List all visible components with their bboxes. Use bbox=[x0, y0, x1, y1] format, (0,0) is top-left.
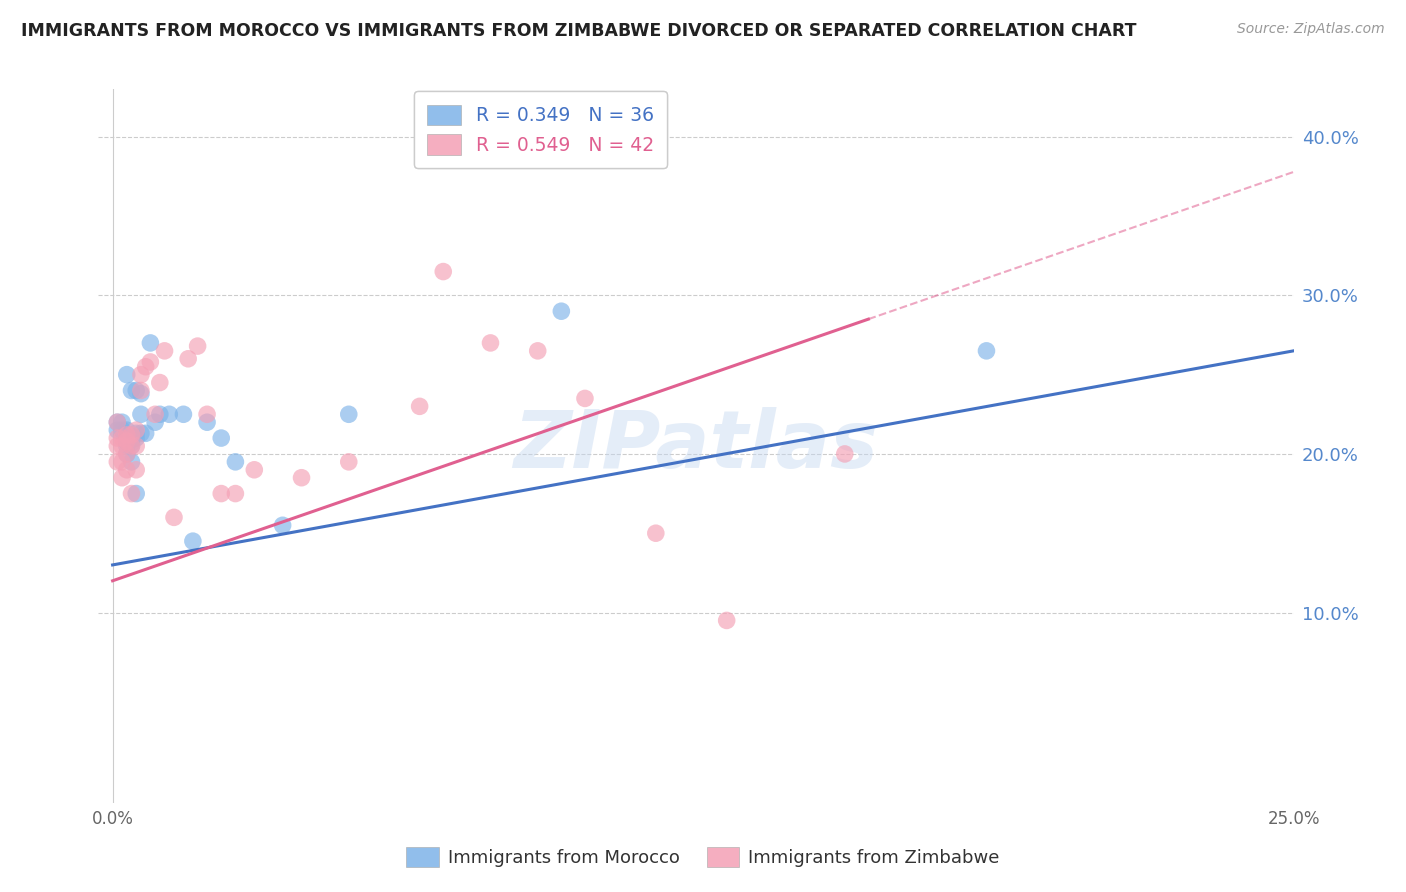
Point bbox=[526, 343, 548, 358]
Point bbox=[115, 431, 138, 445]
Point bbox=[125, 463, 148, 477]
Point bbox=[125, 423, 148, 437]
Point bbox=[157, 407, 180, 421]
Point bbox=[550, 304, 572, 318]
Point bbox=[125, 431, 148, 445]
Point bbox=[129, 386, 152, 401]
Point bbox=[243, 463, 266, 477]
Point bbox=[121, 428, 143, 442]
Point bbox=[105, 415, 128, 429]
Point bbox=[121, 486, 143, 500]
Point bbox=[177, 351, 200, 366]
Point bbox=[105, 415, 128, 429]
Point bbox=[337, 455, 360, 469]
Point bbox=[111, 431, 134, 445]
Point bbox=[115, 439, 138, 453]
Point bbox=[143, 415, 166, 429]
Point bbox=[121, 439, 143, 453]
Legend: R = 0.349   N = 36, R = 0.549   N = 42: R = 0.349 N = 36, R = 0.549 N = 42 bbox=[413, 92, 668, 168]
Legend: Immigrants from Morocco, Immigrants from Zimbabwe: Immigrants from Morocco, Immigrants from… bbox=[399, 839, 1007, 874]
Point bbox=[163, 510, 186, 524]
Point bbox=[115, 428, 138, 442]
Point bbox=[337, 407, 360, 421]
Point bbox=[129, 368, 152, 382]
Point bbox=[135, 359, 157, 374]
Point bbox=[115, 447, 138, 461]
Point bbox=[121, 431, 143, 445]
Point bbox=[644, 526, 666, 541]
Point bbox=[111, 471, 134, 485]
Point bbox=[129, 407, 152, 421]
Point bbox=[111, 455, 134, 469]
Point bbox=[195, 407, 218, 421]
Point bbox=[149, 376, 172, 390]
Point bbox=[121, 455, 143, 469]
Point bbox=[834, 447, 856, 461]
Point bbox=[149, 407, 172, 421]
Point bbox=[121, 384, 143, 398]
Point bbox=[105, 455, 128, 469]
Point bbox=[129, 426, 152, 441]
Point bbox=[111, 415, 134, 429]
Text: IMMIGRANTS FROM MOROCCO VS IMMIGRANTS FROM ZIMBABWE DIVORCED OR SEPARATED CORREL: IMMIGRANTS FROM MOROCCO VS IMMIGRANTS FR… bbox=[21, 22, 1136, 40]
Point bbox=[290, 471, 312, 485]
Point bbox=[111, 439, 134, 453]
Point bbox=[209, 431, 232, 445]
Point bbox=[135, 426, 157, 441]
Point bbox=[139, 335, 162, 350]
Point bbox=[432, 264, 454, 278]
Text: ZIPatlas: ZIPatlas bbox=[513, 407, 879, 485]
Point bbox=[105, 423, 128, 437]
Point bbox=[115, 368, 138, 382]
Point bbox=[129, 384, 152, 398]
Point bbox=[479, 335, 502, 350]
Point bbox=[105, 439, 128, 453]
Point bbox=[115, 434, 138, 449]
Point bbox=[574, 392, 596, 406]
Point bbox=[121, 439, 143, 453]
Point bbox=[271, 518, 294, 533]
Point bbox=[125, 384, 148, 398]
Point bbox=[121, 435, 143, 450]
Point bbox=[105, 431, 128, 445]
Text: Source: ZipAtlas.com: Source: ZipAtlas.com bbox=[1237, 22, 1385, 37]
Point bbox=[143, 407, 166, 421]
Point bbox=[209, 486, 232, 500]
Point bbox=[125, 486, 148, 500]
Point bbox=[115, 463, 138, 477]
Point bbox=[716, 614, 738, 628]
Point bbox=[408, 400, 430, 414]
Point bbox=[181, 534, 204, 549]
Point bbox=[139, 355, 162, 369]
Point bbox=[125, 439, 148, 453]
Point bbox=[172, 407, 194, 421]
Point bbox=[115, 447, 138, 461]
Point bbox=[195, 415, 218, 429]
Point bbox=[115, 434, 138, 449]
Point bbox=[224, 455, 246, 469]
Point bbox=[187, 339, 209, 353]
Point bbox=[153, 343, 176, 358]
Point bbox=[111, 423, 134, 437]
Point bbox=[976, 343, 998, 358]
Point bbox=[115, 423, 138, 437]
Point bbox=[125, 426, 148, 441]
Point bbox=[224, 486, 246, 500]
